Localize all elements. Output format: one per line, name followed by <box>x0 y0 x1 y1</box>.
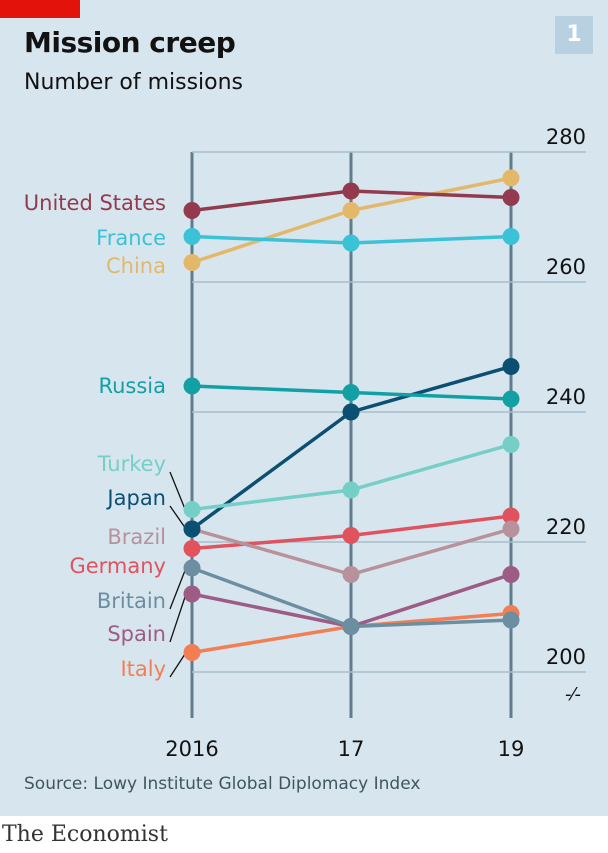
chart-panel <box>0 0 608 816</box>
series-label-russia: Russia <box>98 374 166 398</box>
series-label-italy: Italy <box>120 657 166 681</box>
data-point-germany-2016 <box>183 540 201 557</box>
data-point-italy-2016 <box>183 644 201 661</box>
series-label-france: France <box>96 226 166 250</box>
series-britain <box>183 559 520 635</box>
x-tick-label-17: 17 <box>338 737 365 761</box>
data-point-france-19 <box>502 228 520 245</box>
data-point-japan-2016 <box>183 520 201 538</box>
series-label-united-states: United States <box>24 191 166 215</box>
data-point-germany-19 <box>502 507 520 525</box>
data-point-france-17 <box>342 234 360 252</box>
series-label-britain: Britain <box>97 589 166 613</box>
grid-lines <box>190 151 586 718</box>
label-leader-lines <box>169 471 187 678</box>
data-point-turkey-19 <box>502 436 520 453</box>
series-labels: United States France China Russia Turkey Japa… <box>24 191 166 681</box>
data-point-russia-19 <box>502 390 520 408</box>
series-label-china: China <box>106 254 166 278</box>
y-tick-label-220: 220 <box>546 515 586 539</box>
data-point-spain-2016 <box>183 585 201 603</box>
data-point-china-2016 <box>183 254 201 271</box>
data-point-spain-19 <box>502 566 520 583</box>
leader-line-turkey <box>169 471 187 512</box>
series-label-turkey: Turkey <box>97 452 166 476</box>
y-tick-label-260: 260 <box>546 255 586 279</box>
y-axis-ticks: 200 220 240 260 280 -⁄- <box>546 125 586 705</box>
brand-red-tag <box>0 0 80 18</box>
chart-subtitle: Number of missions <box>24 70 244 95</box>
data-point-turkey-2016 <box>183 501 201 518</box>
data-point-russia-2016 <box>183 377 201 395</box>
publication-name: The Economist <box>2 822 168 847</box>
data-point-japan-17 <box>342 403 360 421</box>
leader-line-japan <box>169 505 187 530</box>
data-point-turkey-17 <box>342 481 360 499</box>
data-point-britain-17 <box>342 618 360 635</box>
data-point-china-19 <box>502 169 520 187</box>
data-point-brazil-19 <box>502 520 520 538</box>
series-lines <box>183 169 520 661</box>
series-russia <box>183 377 520 408</box>
leader-line-britain <box>169 567 187 610</box>
series-japan <box>183 358 520 538</box>
line-chart: 200 220 240 260 280 -⁄- 2016 17 19 United State… <box>24 125 586 761</box>
data-point-france-2016 <box>183 228 201 245</box>
series-united-states <box>183 182 520 219</box>
series-china <box>183 169 520 271</box>
data-point-japan-19 <box>502 358 520 375</box>
data-point-britain-2016 <box>183 559 201 577</box>
data-point-united-states-19 <box>502 189 520 206</box>
data-point-germany-17 <box>342 527 360 544</box>
data-point-britain-19 <box>502 611 520 629</box>
series-label-germany: Germany <box>69 554 166 578</box>
series-label-brazil: Brazil <box>107 525 166 549</box>
series-france <box>183 228 520 252</box>
series-label-japan: Japan <box>105 486 166 510</box>
leader-line-spain <box>169 593 187 643</box>
data-point-united-states-17 <box>342 182 360 200</box>
y-tick-label-280: 280 <box>546 125 586 149</box>
axis-break-symbol: -⁄- <box>565 684 581 705</box>
series-turkey <box>183 436 520 518</box>
source-note: Source: Lowy Institute Global Diplomacy … <box>24 774 421 794</box>
leader-line-italy <box>169 652 187 678</box>
data-point-china-17 <box>342 202 360 219</box>
y-tick-label-200: 200 <box>546 645 586 669</box>
x-tick-label-2016: 2016 <box>165 737 218 761</box>
series-label-spain: Spain <box>107 622 166 646</box>
x-axis: 2016 17 19 <box>165 737 524 761</box>
data-point-brazil-17 <box>342 566 360 583</box>
data-point-russia-17 <box>342 384 360 401</box>
x-tick-label-19: 19 <box>498 737 525 761</box>
data-point-united-states-2016 <box>183 202 201 219</box>
y-tick-label-240: 240 <box>546 385 586 409</box>
chart-number-badge: 1 <box>555 16 593 54</box>
chart-title: Mission creep <box>24 26 236 59</box>
